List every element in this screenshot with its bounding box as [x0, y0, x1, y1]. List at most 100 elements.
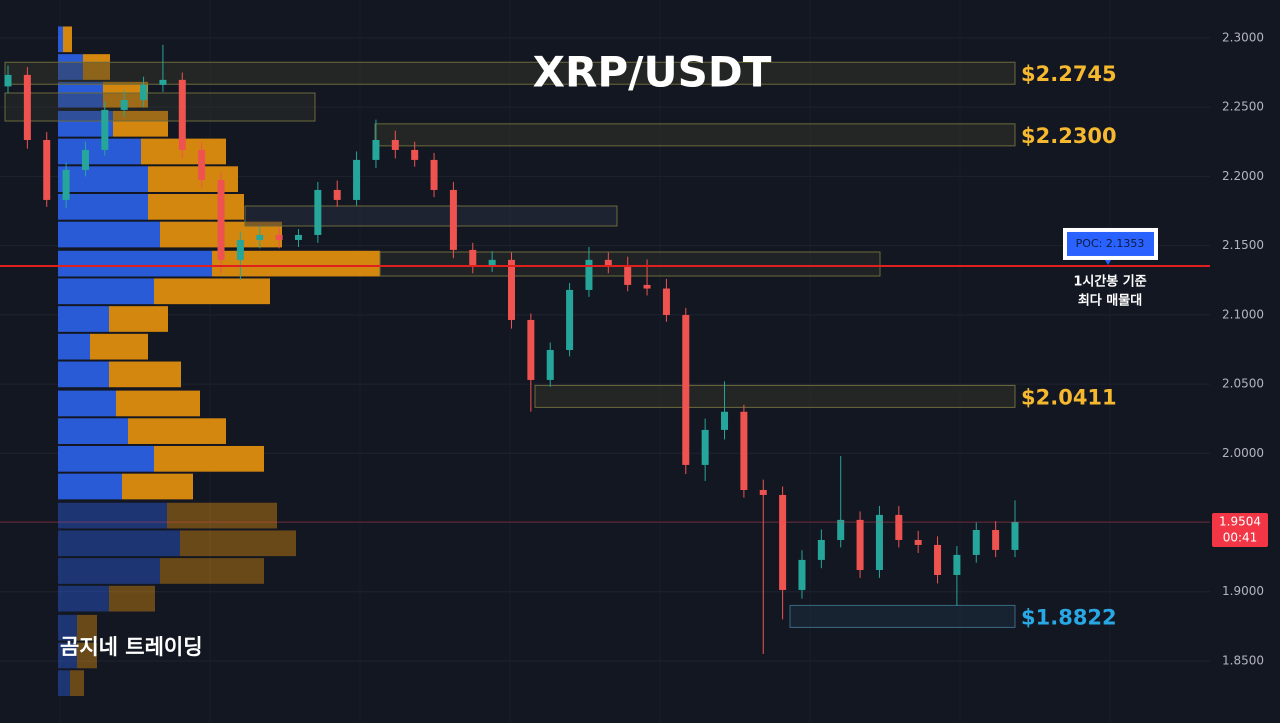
volume-profile [58, 26, 380, 696]
profile-buy [58, 54, 83, 80]
profile-buy [58, 614, 77, 641]
candle-body [895, 514, 903, 540]
candle-body [740, 411, 748, 490]
candle-body [856, 519, 864, 571]
level-zone [4, 61, 1016, 85]
y-tick-label: 2.1000 [1222, 307, 1264, 321]
price-axis [1210, 0, 1280, 723]
profile-sell [154, 445, 264, 472]
candle-body [837, 519, 845, 540]
profile-sell [63, 26, 72, 53]
candle-body [391, 139, 399, 150]
profile-buy [58, 361, 109, 388]
candle-body [527, 319, 535, 380]
candle-body [798, 559, 806, 590]
y-tick-label: 2.1500 [1222, 238, 1264, 252]
profile-sell [128, 418, 226, 444]
levels [4, 61, 1016, 628]
candle-body [81, 149, 89, 170]
candle-body [1011, 521, 1019, 550]
profile-sell [77, 614, 97, 641]
candle-body [546, 350, 554, 380]
poc-box-inner [1067, 231, 1154, 256]
candle-body [817, 539, 825, 560]
level-label: $1.8822 [1021, 605, 1117, 629]
candle-body [972, 529, 980, 555]
candles [4, 44, 1019, 655]
y-tick-label: 2.3000 [1222, 30, 1264, 44]
candle-body [140, 84, 148, 100]
level-zone [374, 123, 1016, 147]
profile-buy [58, 445, 154, 472]
profile-sell [122, 473, 193, 500]
candle-body [682, 314, 690, 465]
candle-body [449, 189, 457, 250]
price-axis-ticks: 2.3000 2.2500 2.2000 2.1500 2.1000 2.0500 2.00… [1212, 30, 1268, 667]
profile-buy [58, 26, 63, 53]
profile-buy [58, 194, 148, 220]
candle-body [721, 411, 729, 430]
y-tick-label: 2.2000 [1222, 169, 1264, 183]
last-price-label: 1.9504 [1219, 514, 1261, 528]
candle-body [62, 169, 70, 200]
candle-body [914, 539, 922, 545]
candle-body [469, 249, 477, 265]
profile-sell [148, 194, 244, 220]
candle-body [43, 139, 51, 200]
level-label: $2.2300 [1021, 124, 1117, 148]
profile-sell [160, 558, 264, 584]
candle-body [411, 149, 419, 160]
candle-body [4, 74, 12, 87]
profile-sell [154, 278, 270, 305]
profile-buy [58, 333, 90, 360]
profile-buy [58, 670, 70, 696]
profile-buy [58, 473, 122, 500]
profile-buy [58, 250, 212, 277]
profile-buy [58, 502, 167, 529]
candle-body [953, 554, 961, 575]
profile-sell [116, 390, 200, 417]
profile-sell [77, 642, 97, 669]
candle-body [508, 259, 515, 320]
profile-buy [58, 138, 141, 165]
overlay: $2.2745 $2.2300 $2.0411 $1.8822 POC: 2.1353 1… [0, 62, 1210, 629]
profile-sell [90, 333, 148, 360]
candle-body [604, 259, 612, 265]
candle-body [759, 489, 767, 495]
poc-label: POC: 2.1353 [1076, 237, 1145, 250]
y-tick-label: 1.9000 [1222, 584, 1264, 598]
candle-body [643, 284, 651, 289]
profile-sell [167, 502, 277, 529]
candle-body [624, 264, 632, 285]
candle-body [992, 529, 1000, 550]
profile-sell [83, 54, 110, 80]
candle-body [256, 234, 264, 240]
profile-buy [58, 306, 109, 332]
candle-body [120, 99, 128, 110]
profile-buy [58, 585, 109, 612]
candle-body [275, 234, 283, 240]
level-label: $2.2745 [1021, 62, 1117, 86]
candle-body [875, 514, 883, 571]
candle-body [662, 288, 670, 315]
level-zone [789, 604, 1016, 628]
candle-body [178, 79, 186, 150]
candle-body [934, 544, 942, 575]
profile-sell [109, 361, 181, 388]
profile-buy [58, 390, 116, 417]
candle-body [333, 189, 341, 200]
profile-buy [58, 642, 77, 669]
candle-body [585, 259, 593, 290]
profile-buy [58, 166, 148, 193]
watermark: 곰지네 트레이딩 [60, 635, 203, 659]
candle-body [314, 189, 322, 235]
level-label: $2.0411 [1021, 385, 1117, 409]
candle-body [430, 159, 438, 190]
profile-sell [113, 110, 168, 137]
candle-body [353, 159, 361, 200]
y-tick-label: 2.0500 [1222, 377, 1264, 391]
y-tick-label: 2.2500 [1222, 100, 1264, 114]
candle-body [159, 79, 167, 85]
